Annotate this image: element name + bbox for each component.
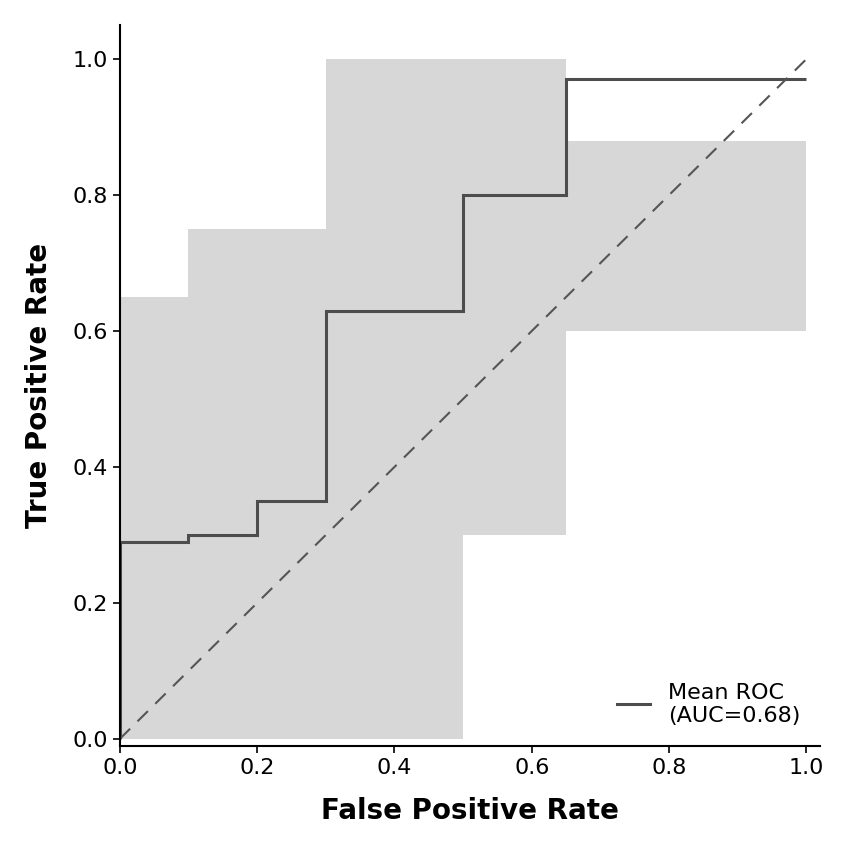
Line: Mean ROC
(AUC=0.68): Mean ROC (AUC=0.68) xyxy=(120,79,807,739)
Mean ROC
(AUC=0.68) xyxy=(320,496,331,506)
Bar xyxy=(189,514,326,739)
Mean ROC
(AUC=0.68) xyxy=(561,74,571,84)
Bar xyxy=(463,59,566,535)
Bar xyxy=(189,229,326,514)
Bar xyxy=(566,140,807,331)
Mean ROC
(AUC=0.68) xyxy=(802,74,812,84)
Mean ROC
(AUC=0.68) xyxy=(115,536,125,547)
Mean ROC
(AUC=0.68) xyxy=(320,305,331,315)
Bar xyxy=(326,59,463,514)
Mean ROC
(AUC=0.68) xyxy=(252,496,262,506)
Mean ROC
(AUC=0.68) xyxy=(115,734,125,744)
Mean ROC
(AUC=0.68) xyxy=(184,536,194,547)
Legend: Mean ROC
(AUC=0.68): Mean ROC (AUC=0.68) xyxy=(608,674,809,734)
X-axis label: False Positive Rate: False Positive Rate xyxy=(321,797,619,825)
Y-axis label: True Positive Rate: True Positive Rate xyxy=(25,243,53,528)
Mean ROC
(AUC=0.68) xyxy=(458,190,468,200)
Mean ROC
(AUC=0.68) xyxy=(252,530,262,540)
Mean ROC
(AUC=0.68) xyxy=(184,530,194,540)
Mean ROC
(AUC=0.68) xyxy=(458,305,468,315)
Mean ROC
(AUC=0.68) xyxy=(561,190,571,200)
Bar xyxy=(120,297,189,739)
Bar xyxy=(326,514,463,739)
